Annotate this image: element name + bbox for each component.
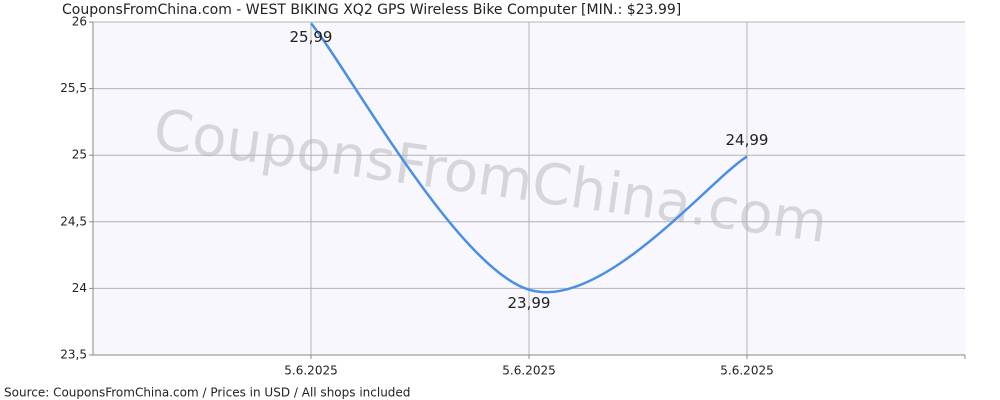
source-note: Source: CouponsFromChina.com / Prices in… — [4, 386, 410, 400]
y-tick-label: 24,5 — [60, 214, 87, 228]
data-label: 23,99 — [508, 294, 551, 312]
y-tick-label: 25 — [72, 148, 87, 162]
y-tick-label: 23,5 — [60, 348, 87, 362]
data-label: 25,99 — [290, 28, 333, 46]
price-line — [310, 22, 748, 294]
data-label: 24,99 — [726, 131, 769, 149]
y-tick-label: 25,5 — [60, 81, 87, 95]
y-tick-label: 24 — [72, 281, 87, 295]
x-tick-label: 5.6.2025 — [502, 364, 555, 378]
x-tick-label: 5.6.2025 — [284, 364, 337, 378]
x-tick-label: 5.6.2025 — [720, 364, 773, 378]
y-tick-label: 26 — [72, 15, 87, 29]
chart-title: CouponsFromChina.com - WEST BIKING XQ2 G… — [62, 2, 681, 18]
